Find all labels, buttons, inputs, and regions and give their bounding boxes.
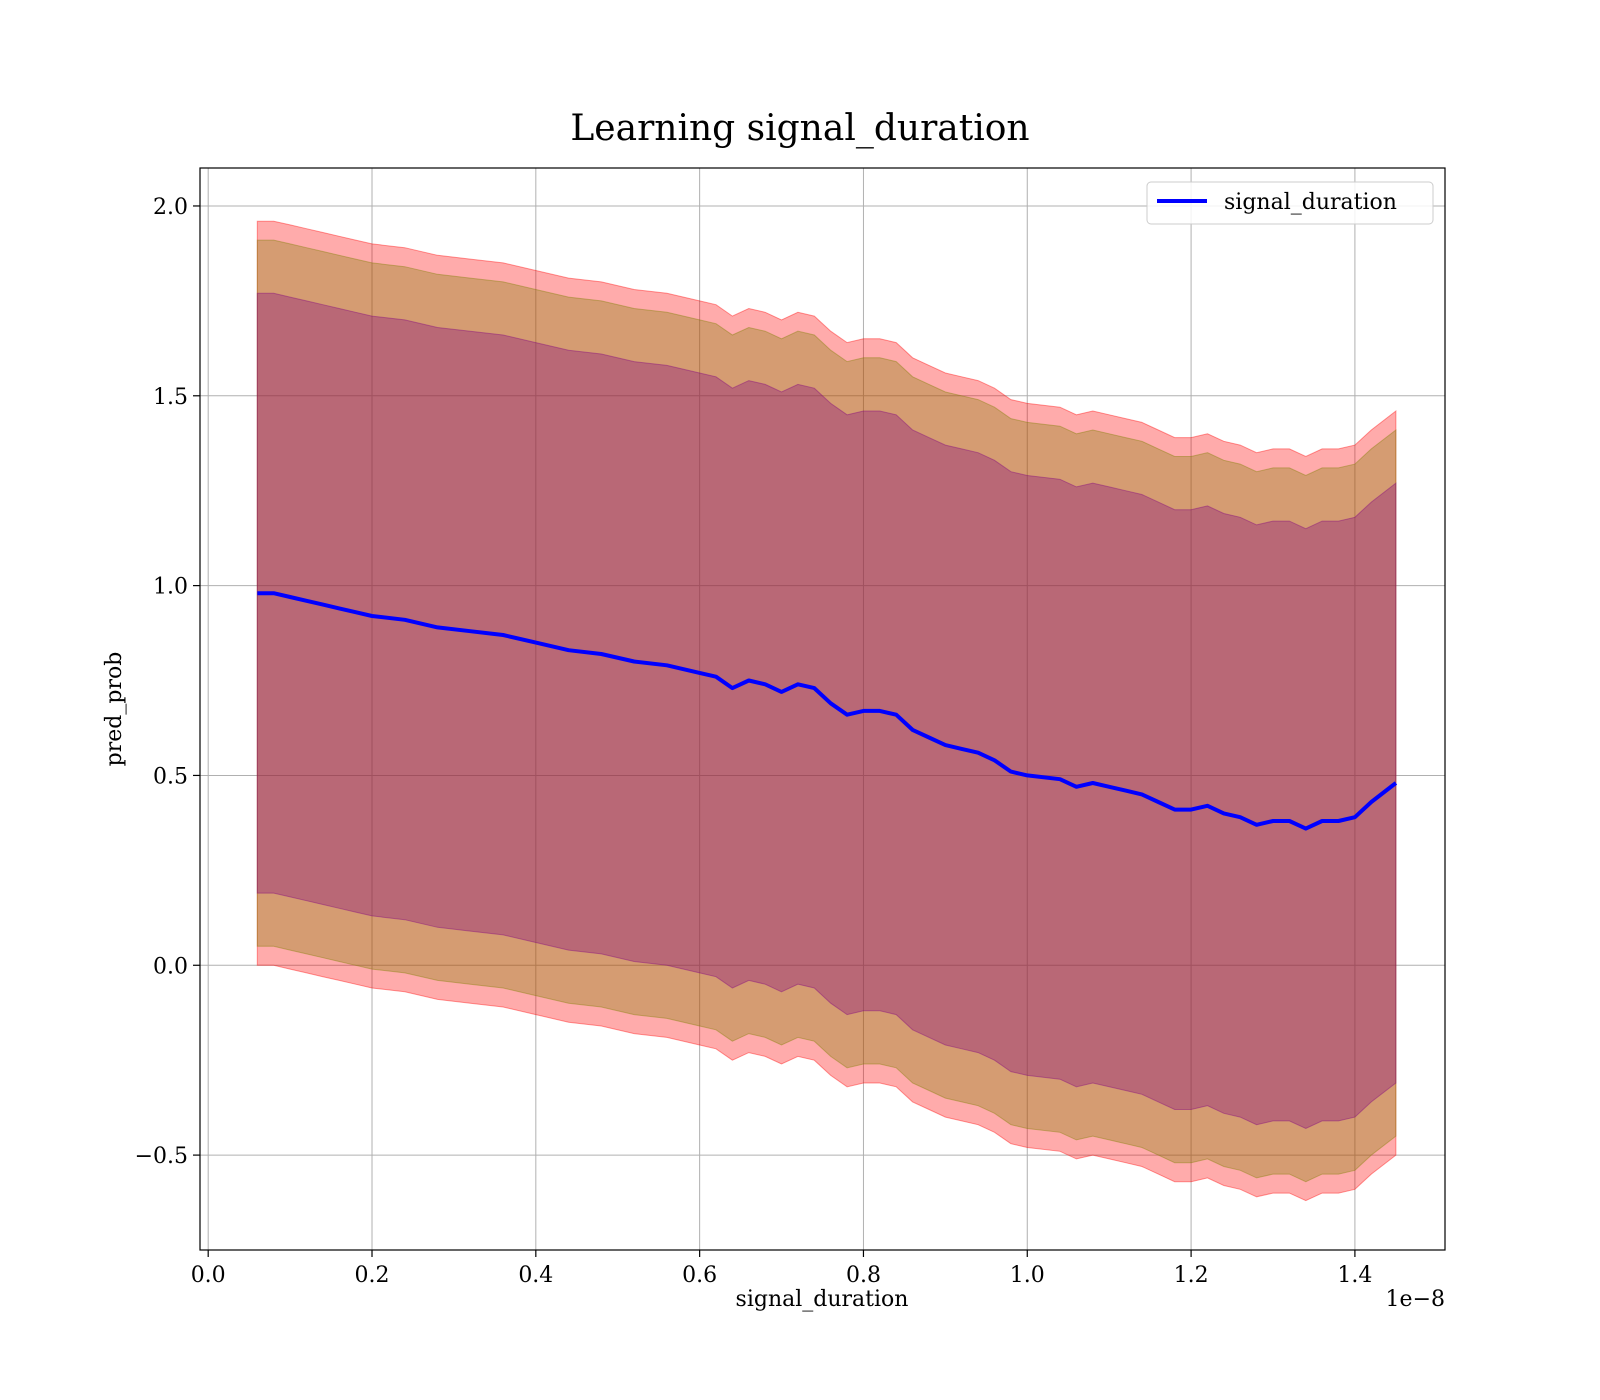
confidence-band-2 — [256, 292, 1397, 1130]
x-tick-label: 0.0 — [191, 1263, 226, 1288]
x-tick-label: 1.0 — [1010, 1263, 1045, 1288]
legend-box — [1146, 181, 1434, 225]
confidence-bands — [256, 220, 1397, 1202]
plot-frame — [199, 167, 1446, 1251]
chart-title: Learning signal_duration — [570, 108, 1029, 149]
legend-label: signal_duration — [1224, 190, 1397, 215]
grid — [200, 168, 1445, 1250]
y-tick-label: 2.0 — [153, 195, 188, 220]
y-tick-label: 0.0 — [153, 954, 188, 979]
x-tick-label: 0.8 — [846, 1263, 881, 1288]
y-tick-label: 0.5 — [153, 764, 188, 789]
confidence-band-1 — [256, 239, 1397, 1183]
series-lines — [257, 591, 1398, 831]
x-tick-label: 1.2 — [1174, 1263, 1209, 1288]
confidence-band-0 — [256, 220, 1397, 1202]
legend: signal_duration — [1146, 181, 1434, 225]
series-line-signal-duration — [257, 591, 1398, 831]
x-tick-label: 1.4 — [1337, 1263, 1372, 1288]
y-tick-label: −0.5 — [135, 1144, 188, 1169]
x-tick-label: 0.2 — [355, 1263, 390, 1288]
x-tick-label: 0.4 — [518, 1263, 553, 1288]
x-axis-ticks: 0.0 0.2 0.4 0.6 0.8 1.0 1.2 1.4 — [191, 1250, 1372, 1288]
y-axis-ticks: −0.5 0.0 0.5 1.0 1.5 2.0 — [135, 195, 200, 1169]
x-axis-label: signal_duration — [736, 1287, 909, 1312]
x-tick-label: 0.6 — [682, 1263, 717, 1288]
y-tick-label: 1.5 — [153, 385, 188, 410]
y-axis-label: pred_prob — [102, 652, 127, 767]
x-axis-offset-label: 1e−8 — [1386, 1287, 1445, 1312]
y-tick-label: 1.0 — [153, 575, 188, 600]
